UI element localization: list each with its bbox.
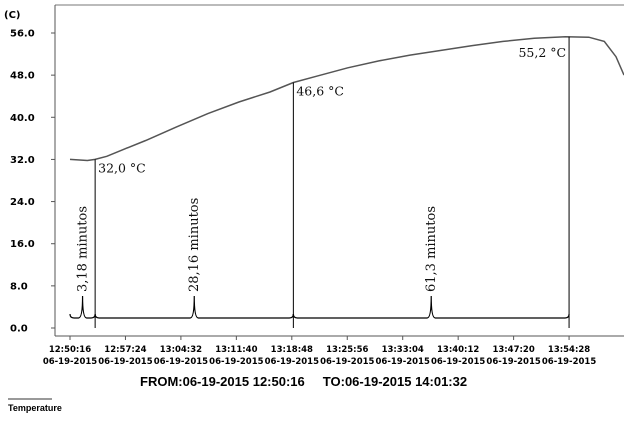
x-tick-time-label: 13:47:20 xyxy=(492,345,534,355)
temperature-marker-label: 32,0 °C xyxy=(98,160,146,175)
x-tick-date-label: 06-19-2015 xyxy=(320,357,374,367)
temperature-marker-label: 55,2 °C xyxy=(518,45,566,60)
y-tick-label: 8.0 xyxy=(10,281,28,292)
y-tick-label: 56.0 xyxy=(10,29,35,40)
duration-label: 28,16 minutos xyxy=(187,198,202,292)
x-tick-date-label: 06-19-2015 xyxy=(209,357,263,367)
x-tick-time-label: 13:25:56 xyxy=(326,345,368,355)
duration-label: 61,3 minutos xyxy=(424,206,439,292)
y-tick-label: 40.0 xyxy=(10,113,35,124)
x-tick-time-label: 13:04:32 xyxy=(160,345,202,355)
x-tick-time-label: 13:18:48 xyxy=(271,345,313,355)
y-axis-ticks: 0.0 8.0 16.0 24.0 32.0 40.0 48.0 56.0 xyxy=(10,29,55,335)
x-tick-date-label: 06-19-2015 xyxy=(542,357,596,367)
y-tick-label: 32.0 xyxy=(10,155,35,166)
y-tick-label: 24.0 xyxy=(10,197,35,208)
x-tick-time-label: 13:33:04 xyxy=(382,345,424,355)
legend-label-temperature: Temperature xyxy=(8,403,62,413)
x-tick-time-label: 12:57:24 xyxy=(104,345,146,355)
x-tick-time-label: 13:54:28 xyxy=(548,345,590,355)
x-tick-date-label: 06-19-2015 xyxy=(98,357,152,367)
y-tick-label: 16.0 xyxy=(10,239,35,250)
temperature-marker-label: 46,6 °C xyxy=(296,84,344,99)
x-tick-date-label: 06-19-2015 xyxy=(376,357,430,367)
x-tick-date-label: 06-19-2015 xyxy=(486,357,540,367)
x-tick-time-label: 13:11:40 xyxy=(215,345,257,355)
date-range-text: FROM:06-19-2015 12:50:16 TO:06-19-2015 1… xyxy=(140,374,467,389)
y-unit-label: (C) xyxy=(4,10,20,21)
x-tick-date-label: 06-19-2015 xyxy=(431,357,485,367)
duration-label: 3,18 minutos xyxy=(76,206,91,292)
y-tick-label: 0.0 xyxy=(10,324,28,335)
duration-brace xyxy=(293,296,569,318)
x-tick-time-label: 12:50:16 xyxy=(49,345,91,355)
duration-brace xyxy=(95,296,293,318)
y-tick-label: 48.0 xyxy=(10,71,35,82)
x-axis-ticks: 12:50:16 06-19-2015 12:57:24 06-19-2015 13:0… xyxy=(43,336,597,367)
duration-brace-layer: 3,18 minutos 28,16 minutos 61,3 minutos xyxy=(70,198,569,318)
marker-layer: 32,0 °C 46,6 °C 55,2 °C xyxy=(95,37,569,328)
x-tick-date-label: 06-19-2015 xyxy=(154,357,208,367)
duration-brace xyxy=(70,296,95,318)
x-tick-date-label: 06-19-2015 xyxy=(43,357,97,367)
x-tick-time-label: 13:40:12 xyxy=(437,345,479,355)
legend: Temperature xyxy=(8,399,62,413)
x-tick-date-label: 06-19-2015 xyxy=(265,357,319,367)
